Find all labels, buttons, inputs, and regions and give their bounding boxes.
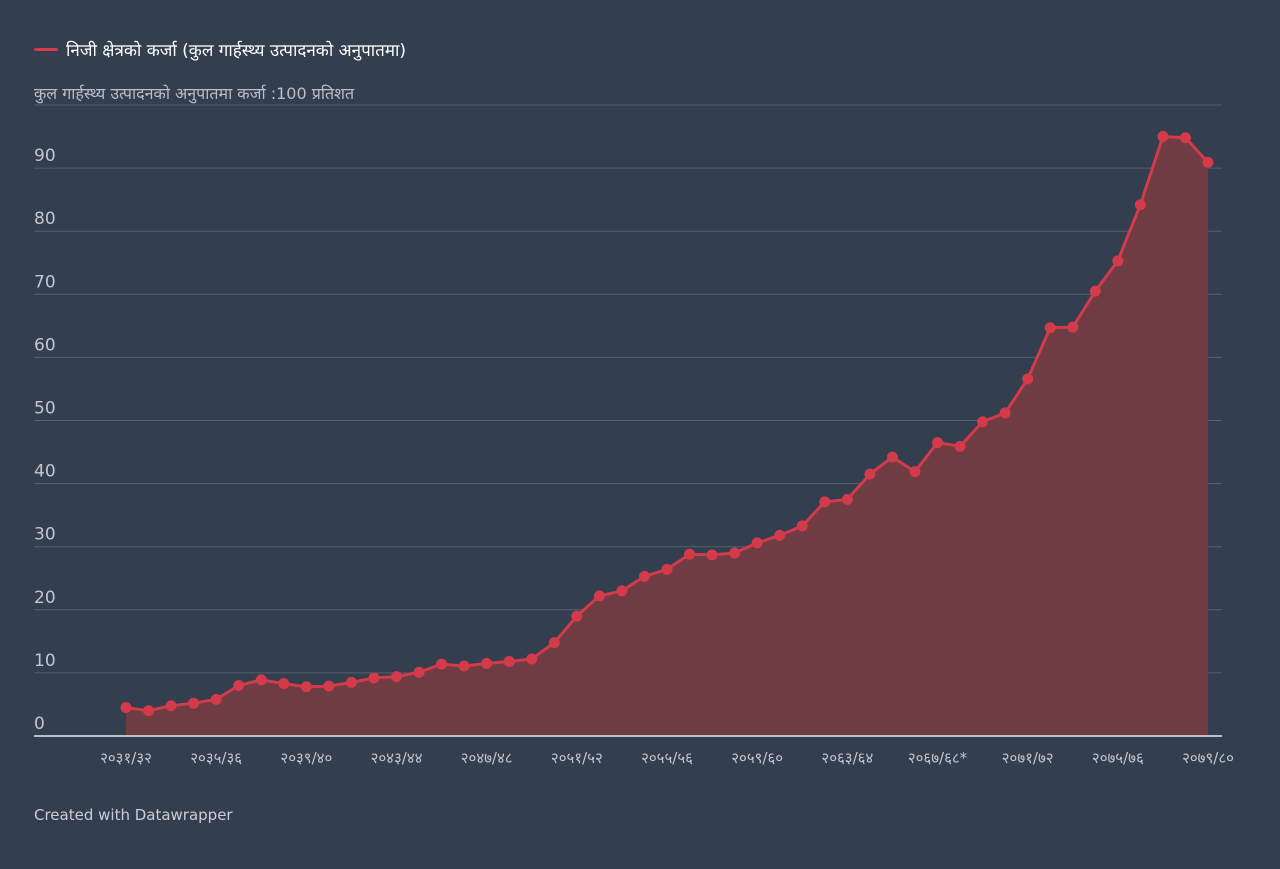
data-point [233, 680, 245, 692]
data-point [1134, 199, 1146, 211]
data-point [593, 590, 605, 602]
data-point [909, 466, 921, 478]
x-tick-label: २०३९/४० [280, 749, 332, 767]
data-point [616, 585, 628, 597]
data-point [458, 660, 470, 672]
data-point [774, 529, 786, 541]
y-tick-label: 20 [34, 588, 56, 608]
y-tick-label: 80 [34, 209, 56, 229]
data-point [571, 610, 583, 622]
x-tick-label: २०५५/५६ [641, 749, 693, 767]
data-point [1202, 156, 1214, 168]
data-point [886, 451, 898, 463]
legend-label: निजी क्षेत्रको कर्जा (कुल गार्हस्थ्य उत्… [66, 41, 407, 61]
x-tick-label: २०६३/६४ [821, 749, 873, 767]
data-point [706, 549, 718, 561]
x-tick-label: २०४३/४४ [371, 749, 423, 767]
data-point [638, 570, 650, 582]
data-point [323, 680, 335, 692]
data-point [954, 440, 966, 452]
data-point [796, 520, 808, 532]
data-point [278, 678, 290, 690]
y-tick-label: 90 [34, 146, 56, 166]
data-point [503, 656, 515, 668]
data-point [255, 674, 267, 686]
data-point [1179, 132, 1191, 144]
data-point [1067, 321, 1079, 333]
area-fill [126, 136, 1208, 737]
y-tick-label: 10 [34, 651, 56, 671]
data-point [661, 563, 673, 575]
data-point [526, 653, 538, 665]
data-point [120, 702, 132, 714]
data-point [999, 407, 1011, 419]
data-point [188, 697, 200, 709]
data-point [819, 496, 831, 508]
x-tick-labels: २०३१/३२ २०३५/३६ २०३९/४० २०४३/४४ २०४७/४८ २०५१/… [100, 749, 1234, 767]
data-point [368, 672, 380, 684]
data-point [729, 547, 741, 559]
legend: निजी क्षेत्रको कर्जा (कुल गार्हस्थ्य उत्… [34, 38, 406, 61]
data-point [977, 416, 989, 428]
data-point [300, 681, 312, 693]
data-point [1089, 285, 1101, 297]
data-point [143, 705, 155, 717]
data-point [548, 637, 560, 649]
y-tick-labels: 0 10 20 30 40 50 60 70 80 90 [34, 146, 56, 734]
y-tick-label: 40 [34, 462, 56, 482]
data-point [751, 537, 763, 549]
legend-line-swatch [34, 48, 58, 51]
x-tick-label: २०७५/७६ [1092, 749, 1144, 767]
y-tick-label: 70 [34, 272, 56, 292]
x-tick-label: २०३५/३६ [190, 749, 242, 767]
data-point [481, 657, 493, 669]
data-points [120, 131, 1214, 717]
data-point [413, 666, 425, 678]
data-point [391, 671, 402, 683]
data-point [864, 468, 876, 480]
y-tick-label: 50 [34, 399, 56, 419]
data-point [1157, 131, 1169, 143]
x-tick-label: २०६७/६८* [908, 749, 968, 767]
x-tick-label: २०४७/४८ [461, 749, 513, 767]
area-chart: 0 10 20 30 40 50 60 70 80 90 २०३१/३२ २०३५/३६ २०३९/४… [34, 104, 1234, 767]
data-point [436, 658, 448, 670]
credit-text: Created with Datawrapper [34, 806, 233, 824]
x-tick-label: २०५९/६० [731, 749, 783, 767]
y-tick-label: 60 [34, 335, 56, 355]
x-tick-label: २०७१/७२ [1002, 749, 1054, 767]
data-point [1022, 373, 1034, 385]
data-point [841, 493, 853, 505]
x-tick-label: २०५१/५२ [551, 749, 603, 767]
data-point [210, 693, 222, 705]
y-axis-label: कुल गार्हस्थ्य उत्पादनको अनुपातमा कर्जा … [34, 84, 355, 103]
data-point [345, 676, 357, 688]
data-point [684, 548, 696, 560]
x-tick-label: २०७९/८० [1182, 749, 1234, 767]
y-tick-label: 30 [34, 525, 56, 545]
data-point [165, 700, 177, 712]
data-point [1112, 255, 1124, 267]
data-point [1044, 322, 1056, 334]
x-tick-label: २०३१/३२ [100, 749, 152, 767]
data-point [932, 437, 943, 449]
y-tick-label: 0 [34, 714, 45, 734]
